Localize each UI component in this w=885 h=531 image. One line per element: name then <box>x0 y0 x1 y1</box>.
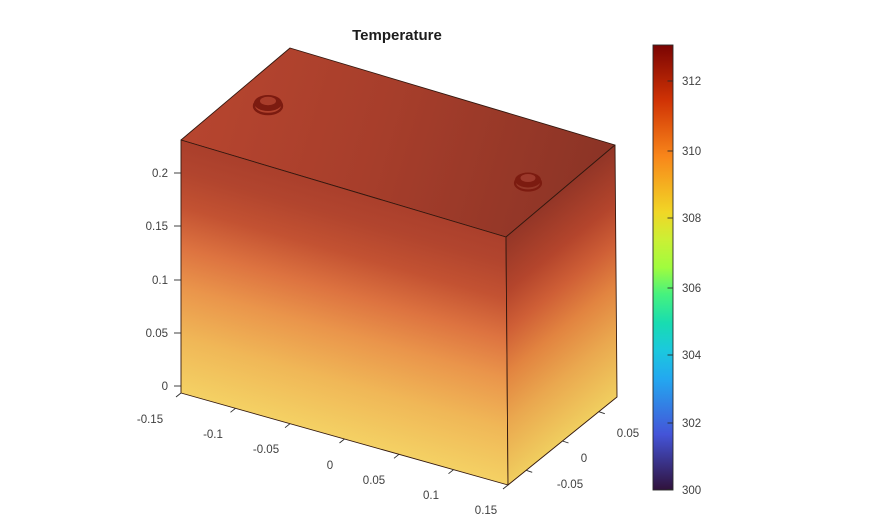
y-tick-label: 0 <box>581 453 587 465</box>
y-tick <box>562 440 569 444</box>
plot-title: Temperature <box>352 27 442 44</box>
colorbar: 312 310 308 306 304 302 300 <box>652 44 702 497</box>
y-tick <box>526 469 533 473</box>
x-tick <box>284 423 291 429</box>
colorbar-tick-label: 312 <box>682 76 701 88</box>
colorbar-gradient <box>652 44 674 491</box>
z-tick-label: 0.2 <box>152 168 168 180</box>
colorbar-tick-label: 300 <box>682 485 701 497</box>
colorbar-tick-label: 304 <box>682 350 702 362</box>
x-tick <box>502 484 509 490</box>
z-tick-label: 0.1 <box>152 275 168 287</box>
y-tick-label: 0.05 <box>617 428 639 440</box>
x-tick <box>339 438 345 444</box>
z-tick-label: 0.15 <box>146 221 168 233</box>
colorbar-tick-label: 308 <box>682 213 701 225</box>
x-tick-label: -0.15 <box>137 414 163 426</box>
battery-terminal-left <box>252 95 284 116</box>
colorbar-tick-label: 302 <box>682 418 701 430</box>
terminal-hole <box>520 174 536 182</box>
y-tick <box>598 411 605 415</box>
surface-right-face <box>505 144 618 486</box>
y-tick-label: -0.05 <box>557 479 583 491</box>
surface-box <box>180 47 618 486</box>
z-tick-label: 0.05 <box>146 328 168 340</box>
x-tick <box>393 453 400 459</box>
x-tick-label: 0.1 <box>423 490 439 502</box>
x-tick <box>175 392 182 398</box>
terminal-hole <box>260 96 276 106</box>
z-axis: 0.2 0.15 0.1 0.05 0 <box>146 168 181 393</box>
colorbar-tick-label: 306 <box>682 283 701 295</box>
x-tick-label: -0.05 <box>253 444 279 456</box>
x-axis: -0.15 -0.1 -0.05 0 0.05 0.1 0.15 <box>137 392 509 517</box>
colorbar-tick-label: 310 <box>682 146 701 158</box>
x-tick <box>230 407 236 413</box>
x-tick-label: 0 <box>327 460 333 472</box>
z-tick-label: 0 <box>162 381 168 393</box>
x-tick-label: 0.05 <box>363 475 385 487</box>
y-axis: 0.05 0 -0.05 <box>526 411 639 491</box>
x-tick-label: -0.1 <box>203 429 223 441</box>
x-tick <box>448 469 454 475</box>
battery-terminal-right <box>513 172 543 192</box>
x-tick-label: 0.15 <box>475 505 497 517</box>
